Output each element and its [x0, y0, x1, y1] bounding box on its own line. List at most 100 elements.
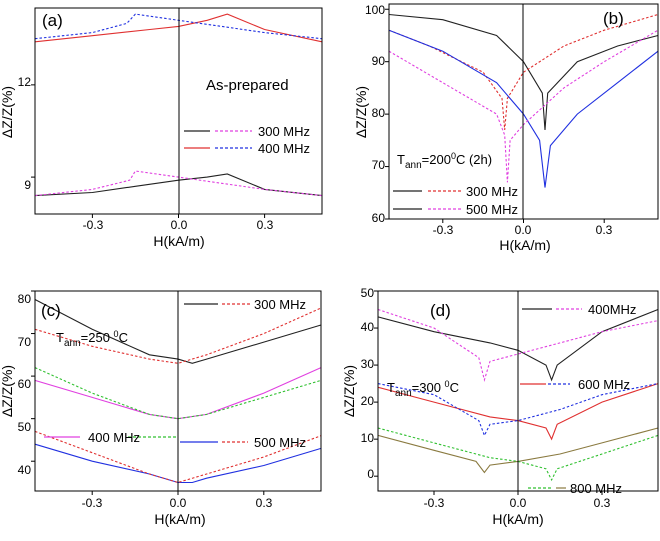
annotation-t: T [387, 380, 395, 395]
panel-d-xlabel: H(kA/m) [492, 511, 543, 527]
panel-c-ytick-label: 80 [18, 292, 32, 306]
series-line-400mhz-dashed [377, 308, 659, 382]
panel-b-ytick-label: 80 [372, 106, 386, 120]
panel-d-ytick-label: 30 [361, 357, 375, 371]
legend-d-600-label: 600 MHz [578, 377, 630, 392]
panel-c-ytick-label: 60 [18, 377, 32, 391]
annotation-eq: =250 [81, 330, 114, 345]
panel-b-label: (b) [603, 9, 624, 28]
panel-b-xlabel: H(kA/m) [499, 237, 550, 253]
panel-a-xtick-label: 0.3 [257, 218, 274, 232]
panel-d-ylabel: ΔZ/Z(%) [341, 365, 357, 417]
series-line-400-mhz-solid [34, 13, 323, 43]
panel-a-xtick-label: -0.3 [83, 218, 104, 232]
panel-a-ytick-label: 12 [18, 75, 32, 89]
annotation-sup: 0 [451, 151, 456, 161]
panel-b-xtick-label: 0.3 [596, 223, 613, 237]
panel-b-xtick-label: -0.3 [433, 223, 454, 237]
panel-b-ytick-label: 90 [372, 54, 386, 68]
legend-c-400-label: 400 MHz [88, 430, 140, 445]
panel-c-xtick-label: 0.0 [170, 496, 187, 510]
panel-c-label: (c) [41, 301, 61, 320]
panel-b-ytick-label: 100 [365, 3, 385, 17]
panel-d-ytick-label: 10 [361, 431, 375, 445]
panel-b-xtick-label: 0.0 [515, 223, 532, 237]
annotation-sup: 0 [114, 329, 119, 339]
panel-a-ticks [31, 84, 266, 218]
panel-d-label: (d) [430, 301, 451, 320]
panel-a-label: (a) [42, 11, 63, 30]
legend-c-300-label: 300 MHz [254, 297, 306, 312]
panel-b-ytick-label: 70 [372, 158, 386, 172]
annotation-unit: C [450, 380, 459, 395]
annotation-sup: 0 [445, 379, 450, 389]
panel-c-ytick-label: 70 [18, 335, 32, 349]
annotation-eq: =300 [412, 380, 445, 395]
series-line-500-mhz-solid [34, 443, 322, 484]
annotation-t: T [397, 152, 405, 167]
legend-b-500-label: 500 MHz [466, 202, 518, 217]
panel-d-ytick-label: 0 [367, 467, 374, 481]
panel-b: (b) Tann=2000C (2h) ΔZ/Z(%) H(kA/m) 60 7… [353, 3, 659, 253]
panel-d-xtick-label: 0.0 [510, 496, 527, 510]
panel-c-ylabel: ΔZ/Z(%) [0, 365, 15, 417]
panel-b-ylabel: ΔZ/Z(%) [353, 86, 369, 138]
panel-b-ticks [385, 8, 605, 223]
series-line-800-mhz-solid [377, 427, 659, 474]
panel-d-ytick-label: 40 [361, 320, 375, 334]
panel-a-ytick-label: 9 [24, 178, 31, 192]
panel-d-xtick-label: 0.3 [594, 496, 611, 510]
panel-c-xlabel: H(kA/m) [154, 511, 205, 527]
annotation-eq: =200 [422, 152, 451, 167]
legend-b-300-label: 300 MHz [466, 184, 518, 199]
panel-a-ylabel: ΔZ/Z(%) [0, 86, 15, 138]
annotation-sub: ann [64, 338, 81, 349]
series-line-300-mhz-solid [34, 173, 323, 197]
legend-d-400-label: 400MHz [588, 302, 636, 317]
legend-a-400-label: 400 MHz [258, 141, 310, 156]
panel-b-ytick-label: 60 [372, 211, 386, 225]
legend-a-300-label: 300 MHz [258, 124, 310, 139]
panel-c-ytick-label: 40 [18, 463, 32, 477]
panel-a-xtick-label: 0.0 [171, 218, 188, 232]
panel-c-ytick-label: 50 [18, 420, 32, 434]
panel-b-legend: 300 MHz 500 MHz [393, 184, 518, 217]
panel-d-series [377, 308, 659, 482]
panel-d: (d) Tann=300 0C ΔZ/Z(%) H(kA/m) 0 10 20 … [341, 286, 659, 527]
panel-a: (a) As-prepared ΔZ/Z(%) H(kA/m) 9 12 -0.… [0, 7, 323, 249]
panel-a-annotation: As-prepared [206, 77, 289, 94]
panel-c-legend: 300 MHz 400 MHz 500 MHz [44, 297, 306, 450]
panel-c-annotation: Tann=250 0C [56, 329, 128, 349]
series-line-300-mhz-solid [388, 13, 659, 130]
panel-b-series [388, 13, 659, 188]
series-line-500-mhz-solid [388, 29, 659, 188]
panel-c-xtick-label: -0.3 [82, 496, 103, 510]
panel-a-legend: 300 MHz 400 MHz [184, 124, 310, 156]
annotation-sub: ann [405, 160, 422, 171]
series-line-300-mhz-dashed [34, 307, 322, 364]
panel-d-xtick-label: -0.3 [424, 496, 445, 510]
panel-d-ytick-label: 50 [361, 286, 375, 300]
series-line-800-mhz-dashed [377, 427, 659, 482]
panel-d-annotation: Tann=300 0C [387, 379, 459, 399]
panel-c-xtick-label: 0.3 [256, 496, 273, 510]
series-line-400-mhz-dashed [34, 13, 323, 40]
annotation-sub: ann [395, 388, 412, 399]
legend-c-500-label: 500 MHz [254, 435, 306, 450]
panel-c-ticks [31, 290, 265, 495]
series-line-300-mhz-dashed [34, 170, 323, 197]
panel-d-ticks [374, 290, 603, 495]
panel-a-series [34, 13, 323, 197]
annotation-unit: C (2h) [456, 152, 492, 167]
annotation-unit: C [119, 330, 128, 345]
series-line-600-mhz-dashed [377, 383, 659, 437]
panel-d-ytick-label: 20 [361, 394, 375, 408]
annotation-t: T [56, 330, 64, 345]
panel-d-legend: 400MHz 600 MHz 800 MHz [520, 302, 636, 496]
series-line-600-mhz-solid [377, 383, 659, 441]
panel-c: (c) Tann=250 0C ΔZ/Z(%) H(kA/m) 40 50 60… [0, 290, 322, 527]
series-line-400mhz-solid [377, 308, 659, 382]
panel-a-xlabel: H(kA/m) [153, 233, 204, 249]
legend-d-800-label: 800 MHz [570, 481, 622, 496]
